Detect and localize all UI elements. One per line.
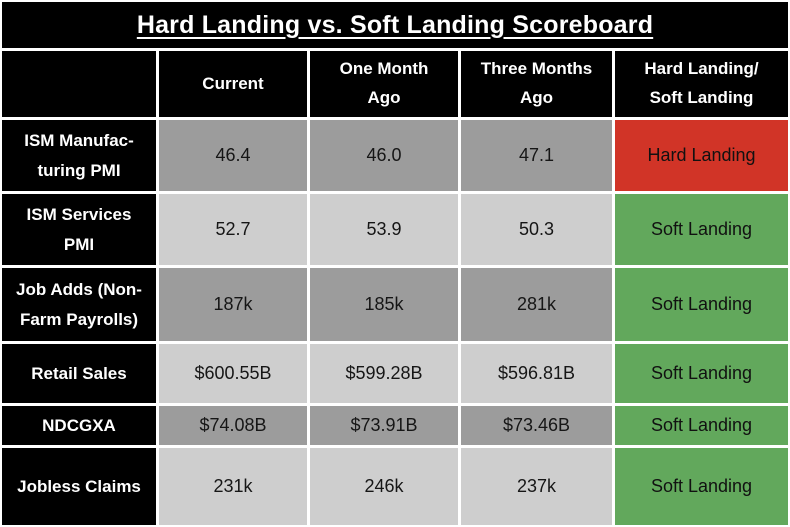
cell-one-month-ago: 185k — [310, 268, 458, 341]
column-header-blank — [2, 51, 156, 117]
cell-current: 187k — [159, 268, 307, 341]
cell-current: 46.4 — [159, 120, 307, 191]
verdict-cell: Hard Landing — [615, 120, 788, 191]
row-label: Retail Sales — [2, 344, 156, 403]
cell-one-month-ago: 53.9 — [310, 194, 458, 265]
row-label: Job Adds (Non- Farm Payrolls) — [2, 268, 156, 341]
scoreboard-table: Current One Month Ago Three Months Ago Hard… — [2, 51, 788, 525]
page-title: Hard Landing vs. Soft Landing Scoreboard — [136, 10, 654, 39]
column-header-current: Current — [159, 51, 307, 117]
verdict-cell: Soft Landing — [615, 194, 788, 265]
row-label: ISM Manufac- turing PMI — [2, 120, 156, 191]
cell-one-month-ago: 46.0 — [310, 120, 458, 191]
cell-three-months-ago: 47.1 — [461, 120, 612, 191]
row-label: Jobless Claims — [2, 448, 156, 525]
verdict-cell: Soft Landing — [615, 448, 788, 525]
cell-three-months-ago: 237k — [461, 448, 612, 525]
cell-current: $600.55B — [159, 344, 307, 403]
cell-current: 52.7 — [159, 194, 307, 265]
column-header-verdict: Hard Landing/ Soft Landing — [615, 51, 788, 117]
cell-current: 231k — [159, 448, 307, 525]
verdict-cell: Soft Landing — [615, 344, 788, 403]
row-label: ISM Services PMI — [2, 194, 156, 265]
title-bar: Hard Landing vs. Soft Landing Scoreboard — [2, 2, 788, 48]
cell-three-months-ago: 50.3 — [461, 194, 612, 265]
cell-three-months-ago: $73.46B — [461, 406, 612, 445]
verdict-cell: Soft Landing — [615, 268, 788, 341]
cell-one-month-ago: 246k — [310, 448, 458, 525]
cell-three-months-ago: $596.81B — [461, 344, 612, 403]
cell-three-months-ago: 281k — [461, 268, 612, 341]
verdict-cell: Soft Landing — [615, 406, 788, 445]
column-header-three-months-ago: Three Months Ago — [461, 51, 612, 117]
cell-one-month-ago: $599.28B — [310, 344, 458, 403]
column-header-one-month-ago: One Month Ago — [310, 51, 458, 117]
row-label: NDCGXA — [2, 406, 156, 445]
cell-one-month-ago: $73.91B — [310, 406, 458, 445]
cell-current: $74.08B — [159, 406, 307, 445]
